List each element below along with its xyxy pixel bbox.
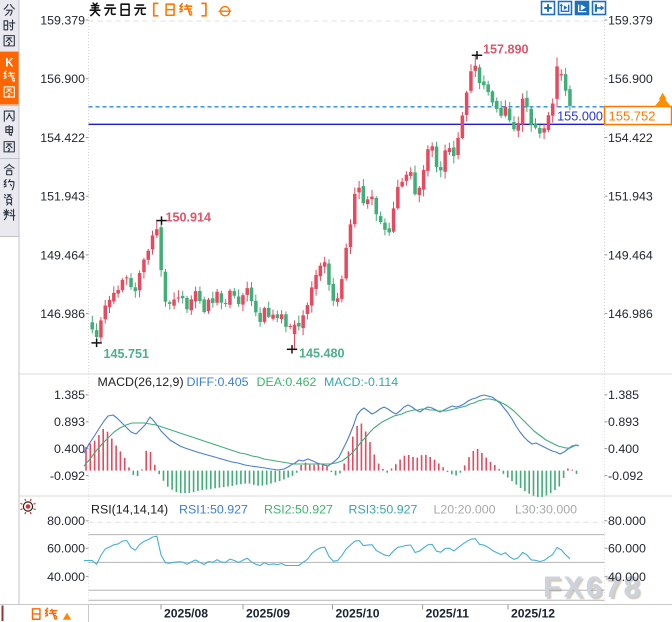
svg-text:60.000: 60.000 (47, 542, 85, 556)
svg-text:145.480: 145.480 (299, 347, 345, 361)
svg-text:RSI3:50.927: RSI3:50.927 (349, 503, 418, 517)
svg-text:RSI(14,14,14): RSI(14,14,14) (91, 503, 168, 517)
svg-text:MACD(26,12,9): MACD(26,12,9) (98, 375, 184, 389)
svg-text:2025/08: 2025/08 (164, 607, 208, 621)
svg-text:L20:20.000: L20:20.000 (434, 503, 496, 517)
svg-text:151.943: 151.943 (40, 190, 85, 204)
svg-text:FX678: FX678 (543, 571, 642, 604)
svg-text:0.893: 0.893 (608, 415, 639, 429)
svg-text:149.464: 149.464 (40, 248, 85, 262)
svg-text:L30:30.000: L30:30.000 (515, 503, 577, 517)
svg-text:0.400: 0.400 (54, 442, 85, 456)
svg-text:155.000: 155.000 (557, 110, 603, 124)
svg-text:1.385: 1.385 (54, 388, 85, 402)
svg-text:-0.092: -0.092 (608, 469, 643, 483)
svg-text:0.400: 0.400 (608, 442, 639, 456)
svg-text:80.000: 80.000 (608, 514, 646, 528)
svg-text:2025/09: 2025/09 (246, 607, 290, 621)
svg-text:159.379: 159.379 (40, 13, 85, 27)
svg-text:149.464: 149.464 (608, 248, 653, 262)
svg-text:2025/12: 2025/12 (511, 607, 555, 621)
svg-text:154.422: 154.422 (40, 131, 85, 145)
svg-text:151.943: 151.943 (608, 190, 653, 204)
svg-text:DEA:0.462: DEA:0.462 (257, 375, 317, 389)
svg-text:156.900: 156.900 (608, 72, 653, 86)
svg-text:154.422: 154.422 (608, 131, 653, 145)
svg-text:DIFF:0.405: DIFF:0.405 (187, 375, 249, 389)
svg-text:MACD:-0.114: MACD:-0.114 (324, 375, 398, 389)
svg-text:-0.092: -0.092 (50, 469, 85, 483)
svg-text:RSI1:50.927: RSI1:50.927 (179, 503, 248, 517)
svg-text:156.900: 156.900 (40, 72, 85, 86)
svg-text:0.893: 0.893 (54, 415, 85, 429)
svg-text:159.379: 159.379 (608, 13, 653, 27)
svg-text:155.752: 155.752 (609, 108, 656, 123)
svg-text:2025/10: 2025/10 (336, 607, 380, 621)
svg-text:60.000: 60.000 (608, 542, 646, 556)
svg-text:145.751: 145.751 (104, 347, 150, 361)
svg-text:RSI2:50.927: RSI2:50.927 (264, 503, 333, 517)
svg-text:146.986: 146.986 (40, 307, 85, 321)
svg-text:146.986: 146.986 (608, 307, 653, 321)
svg-text:2025/11: 2025/11 (426, 607, 470, 621)
svg-text:80.000: 80.000 (47, 514, 85, 528)
svg-text:40.000: 40.000 (47, 570, 85, 584)
svg-text:150.914: 150.914 (166, 211, 212, 225)
svg-text:157.890: 157.890 (483, 43, 529, 57)
svg-text:40.000: 40.000 (608, 570, 646, 584)
svg-text:K: K (5, 58, 14, 70)
svg-text:1.385: 1.385 (608, 388, 639, 402)
